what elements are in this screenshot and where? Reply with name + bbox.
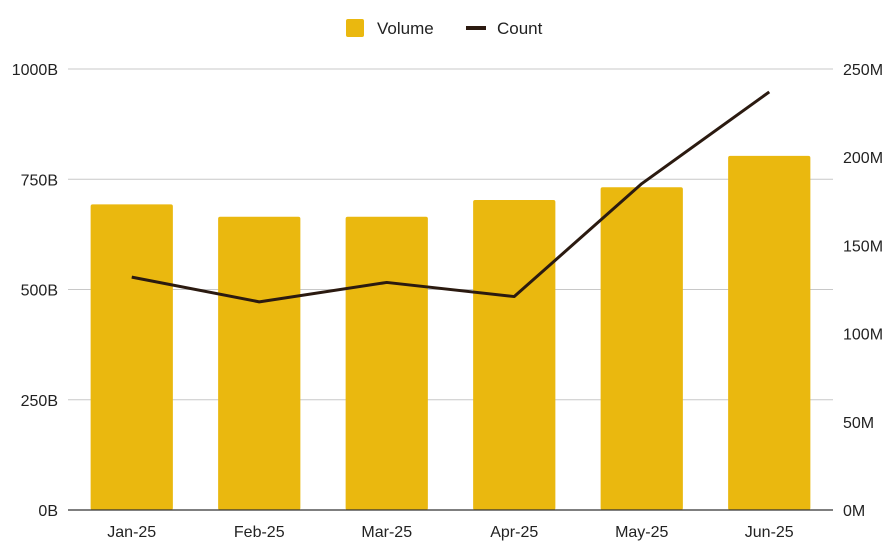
x-axis-tick-label: May-25 <box>615 524 668 541</box>
volume-bar <box>90 204 173 510</box>
legend: Volume Count <box>346 19 543 38</box>
left-axis-tick-label: 1000B <box>12 62 58 79</box>
x-axis-tick-label: Jan-25 <box>107 524 156 541</box>
legend-swatch-volume <box>346 19 364 37</box>
right-axis-tick-label: 150M <box>843 238 883 255</box>
left-axis-tick-label: 250B <box>21 393 58 410</box>
gridlines <box>68 68 833 401</box>
axes: 0B 250B 500B 750B 1000B 0M 50M 100M 150M 200M 250M… <box>12 62 883 541</box>
legend-label-count: Count <box>497 19 543 38</box>
x-axis-tick-label: Mar-25 <box>361 524 412 541</box>
count-line <box>131 90 771 304</box>
left-axis-tick-label: 750B <box>21 172 58 189</box>
legend-label-volume: Volume <box>377 19 434 38</box>
x-axis-tick-label: Jun-25 <box>745 524 794 541</box>
x-axis-tick-label: Apr-25 <box>490 524 538 541</box>
volume-bar <box>218 216 301 511</box>
left-axis-tick-label: 500B <box>21 283 58 300</box>
volume-bars <box>90 155 811 511</box>
volume-bar <box>600 187 683 511</box>
volume-bar <box>728 155 811 510</box>
right-axis-tick-label: 200M <box>843 150 883 167</box>
right-axis-tick-label: 100M <box>843 327 883 344</box>
right-axis-tick-label: 0M <box>843 503 865 520</box>
count-line-layer <box>131 90 771 304</box>
volume-bar <box>473 199 556 511</box>
volume-bar <box>345 216 428 511</box>
x-axis-tick-label: Feb-25 <box>234 524 285 541</box>
right-axis-tick-label: 250M <box>843 62 883 79</box>
left-axis-tick-label: 0B <box>38 503 58 520</box>
right-axis-tick-label: 50M <box>843 415 874 432</box>
